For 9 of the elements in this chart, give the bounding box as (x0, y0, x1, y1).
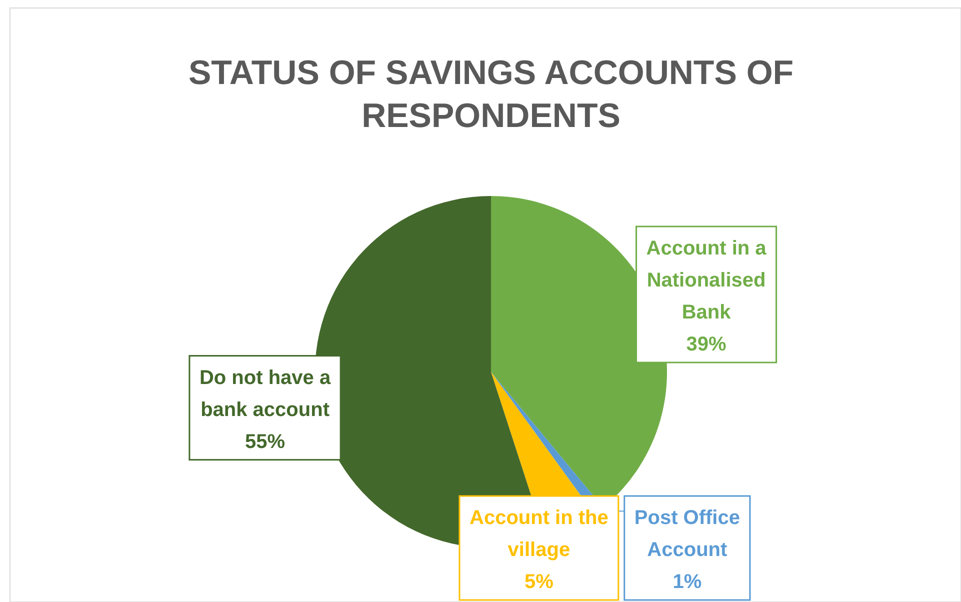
data-label: 5% (524, 571, 554, 593)
slice-label: Do not have a bank account (199, 366, 332, 421)
chart-title: STATUS OF SAVINGS ACCOUNTS OF RESPONDENTS (188, 54, 794, 135)
data-label: 39% (686, 333, 727, 356)
data-label: 55% (245, 430, 286, 453)
slice-label: Account in a Nationalised Bank (646, 237, 768, 324)
data-label: 1% (672, 571, 702, 593)
slice-label: Post Office Account (634, 507, 740, 561)
slice-label: Account in the village (469, 507, 608, 561)
